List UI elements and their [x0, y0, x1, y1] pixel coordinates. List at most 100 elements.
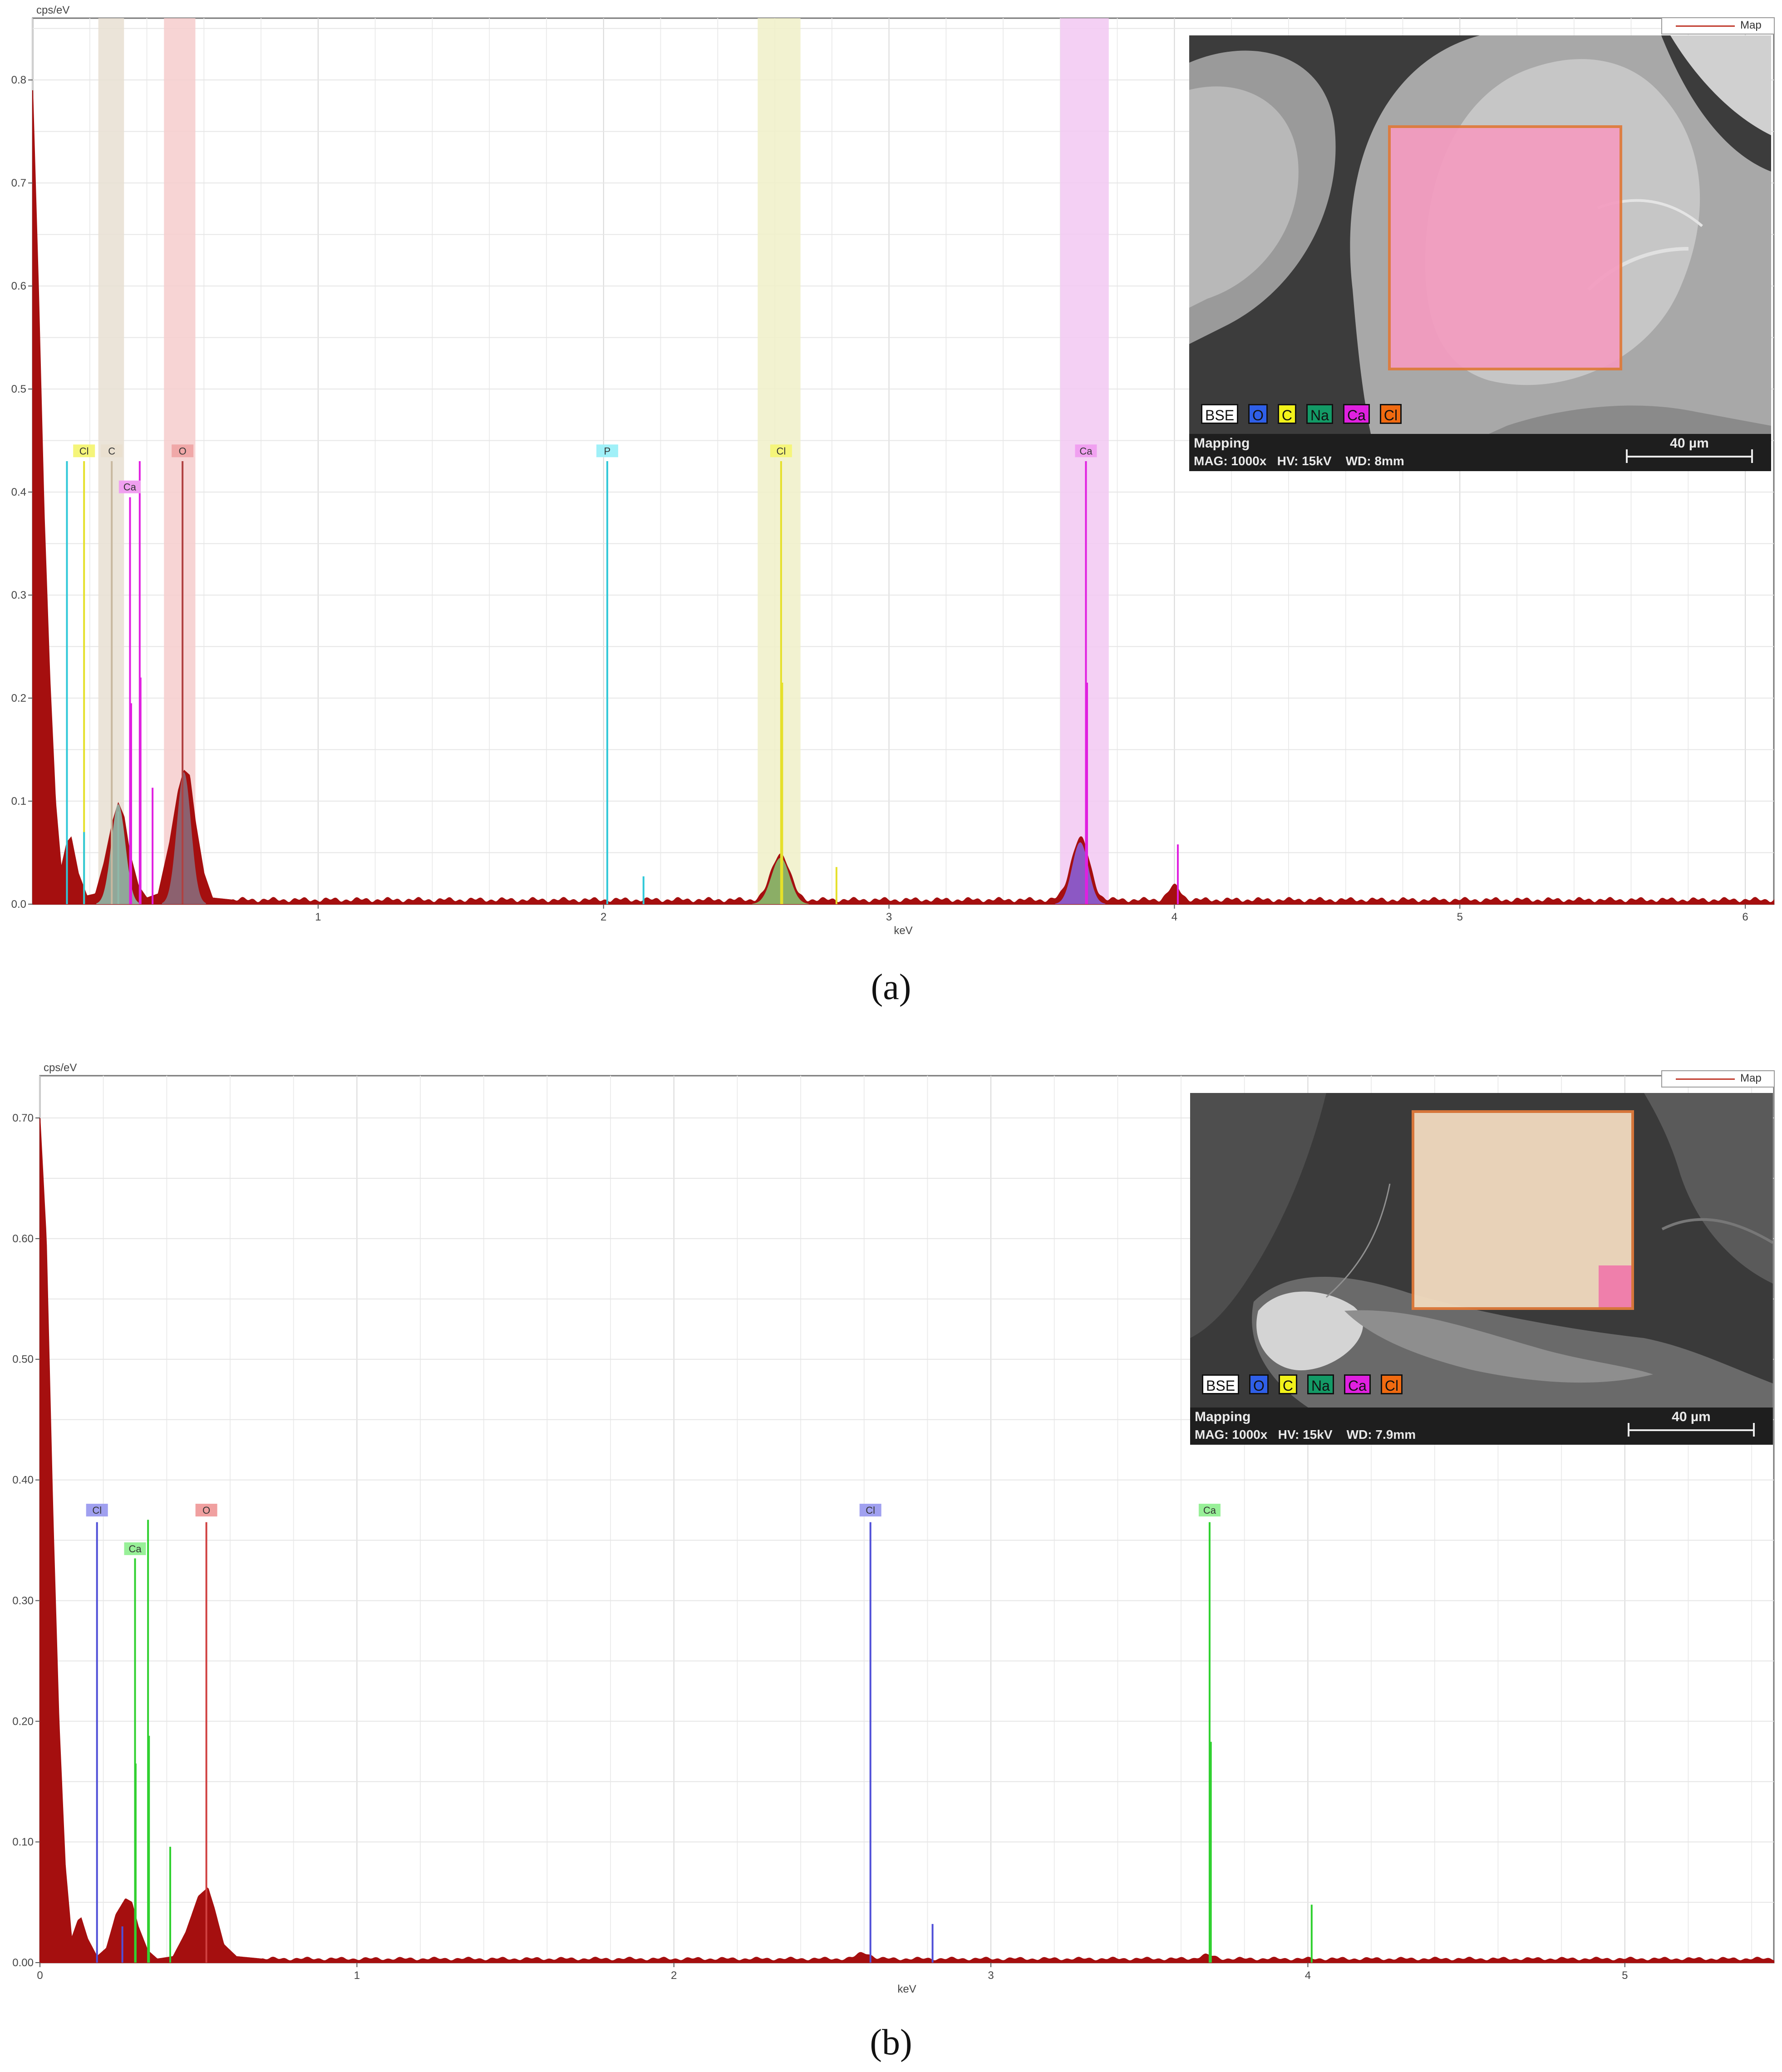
element-marker-box [1198, 1504, 1221, 1517]
inset-wd-b: WD: 7.9mm [1346, 1427, 1416, 1442]
inset-mode-a: Mapping [1194, 436, 1250, 451]
x-tick-label: 3 [886, 911, 892, 923]
element-marker-label: P [604, 445, 611, 457]
map-corner-highlight-b [1599, 1265, 1631, 1307]
element-marker-box [86, 1504, 108, 1517]
element-marker-ca: Ca [118, 480, 141, 493]
element-marker-label: C [108, 445, 115, 457]
element-marker-cl: Cl [86, 1504, 108, 1517]
x-tick-label: 1 [315, 911, 321, 923]
x-axis-label-b: keV [897, 1983, 916, 1995]
x-tick-label: 6 [1742, 911, 1748, 923]
legend-label-a: Map [1740, 19, 1762, 31]
element-legend-b: BSE O C Na Ca Cl [1202, 1374, 1403, 1394]
scale-label-b: 40 µm [1672, 1409, 1711, 1424]
y-tick-label: 0.60 [12, 1233, 34, 1245]
y-tick-label: 0.0 [11, 898, 26, 910]
y-tick-label: 0.6 [11, 280, 26, 292]
element-marker-ca: Ca [1075, 444, 1097, 458]
y-tick-label: 0.2 [11, 692, 26, 704]
element-marker-box [172, 444, 194, 458]
inset-mag-a: MAG: 1000x [1194, 454, 1267, 468]
inset-wd-a: WD: 8mm [1345, 454, 1404, 468]
x-tick-label: 2 [601, 911, 606, 923]
inset-hv-a: HV: 15kV [1277, 454, 1332, 468]
element-marker-box [770, 444, 792, 458]
inset-params-b: MAG: 1000x HV: 15kV WD: 7.9mm [1195, 1427, 1416, 1442]
element-marker-box [195, 1504, 217, 1517]
spectrum-panel-b: Cl Ca O Cl Ca 0.00 0.10 0.20 0.30 0.40 0.50 0.60 0.7… [0, 1058, 1782, 2072]
inset-mag-b: MAG: 1000x [1195, 1427, 1268, 1442]
element-marker-box [596, 444, 618, 458]
chart-legend-a: Map [1661, 17, 1775, 34]
y-tick-label: 0.50 [12, 1353, 34, 1366]
map-area-square-b [1412, 1110, 1634, 1310]
element-marker-label: Ca [1203, 1505, 1216, 1516]
panel-caption-a: (a) [871, 967, 911, 1007]
x-tick-label: 3 [988, 1969, 994, 1982]
x-tick-label: 1 [354, 1969, 360, 1982]
map-area-square-a [1388, 125, 1622, 370]
element-marker-box [859, 1504, 881, 1517]
element-marker-label: O [202, 1505, 210, 1516]
sem-map-inset-b: BSE O C Na Ca Cl Mapping MAG: 1000x HV: … [1190, 1093, 1773, 1445]
spectrum-area-a [32, 90, 1774, 905]
element-marker-label: Cl [776, 445, 786, 457]
scale-bar-b [1628, 1423, 1755, 1437]
element-marker-box [118, 480, 141, 493]
element-marker-label: Cl [92, 1505, 102, 1516]
legend-ca-a: Ca [1343, 404, 1370, 424]
element-marker-c: C [101, 444, 123, 458]
grid-b [39, 1076, 1774, 1963]
legend-na-a: Na [1306, 404, 1333, 424]
y-tick-label: 0.00 [12, 1957, 34, 1969]
peak-fill-ca [1055, 842, 1106, 904]
y-tick-label: 0.8 [11, 74, 26, 86]
inset-footer-a: Mapping MAG: 1000x HV: 15kV WD: 8mm 40 µ… [1189, 434, 1771, 471]
legend-cl-b: Cl [1380, 1374, 1403, 1394]
scale-bar-a [1626, 449, 1753, 463]
element-marker-label: O [179, 445, 187, 457]
x-axis-label-a: keV [894, 925, 912, 937]
legend-o-b: O [1249, 1374, 1269, 1394]
y-tick-label: 0.70 [12, 1112, 34, 1124]
legend-c-a: C [1277, 404, 1297, 424]
element-marker-p: P [596, 444, 618, 458]
highlight-band-ca [1060, 18, 1109, 904]
y-axis-label-b: cps/eV [44, 1062, 77, 1074]
y-tick-label: 0.5 [11, 383, 26, 395]
y-tick-label: 0.1 [11, 795, 26, 807]
legend-o-a: O [1248, 404, 1268, 424]
y-tick-label: 0.20 [12, 1715, 34, 1727]
element-marker-label: Ca [123, 482, 137, 493]
spectrum-panel-a: Cl C Ca O P Cl Ca 0.0 0.1 0.2 0.3 0.4 0.5 0.6 0.7 0.8 1 2… [0, 0, 1782, 1017]
spectrum-area-b [39, 1117, 1774, 1963]
y-tick-label: 0.7 [11, 177, 26, 189]
legend-line-b [1676, 1078, 1735, 1080]
y-tick-label: 0.30 [12, 1595, 34, 1607]
y-tick-label: 0.3 [11, 589, 26, 601]
legend-bse-a: BSE [1201, 404, 1239, 424]
scale-label-a: 40 µm [1670, 436, 1709, 451]
element-marker-label: Ca [1079, 445, 1093, 457]
highlight-band-o [164, 18, 196, 904]
inset-params-a: MAG: 1000x HV: 15kV WD: 8mm [1194, 454, 1404, 468]
element-marker-cl: Cl [770, 444, 792, 458]
element-marker-o: O [172, 444, 194, 458]
element-marker-box [73, 444, 95, 458]
element-marker-cl: Cl [859, 1504, 881, 1517]
x-tick-label: 5 [1622, 1969, 1628, 1982]
peak-fill-o [162, 772, 206, 904]
legend-na-b: Na [1307, 1374, 1334, 1394]
legend-label-b: Map [1740, 1072, 1762, 1084]
legend-ca-b: Ca [1344, 1374, 1371, 1394]
element-marker-box [101, 444, 123, 458]
y-axis-label-a: cps/eV [36, 4, 69, 16]
element-marker-box [1075, 444, 1097, 458]
x-tick-label: 0 [37, 1969, 43, 1982]
element-marker-cl: Cl [73, 444, 95, 458]
element-marker-box [124, 1542, 146, 1555]
element-marker-ca: Ca [1198, 1504, 1221, 1517]
inset-footer-b: Mapping MAG: 1000x HV: 15kV WD: 7.9mm 40… [1190, 1408, 1773, 1445]
x-tick-label: 2 [671, 1969, 677, 1982]
